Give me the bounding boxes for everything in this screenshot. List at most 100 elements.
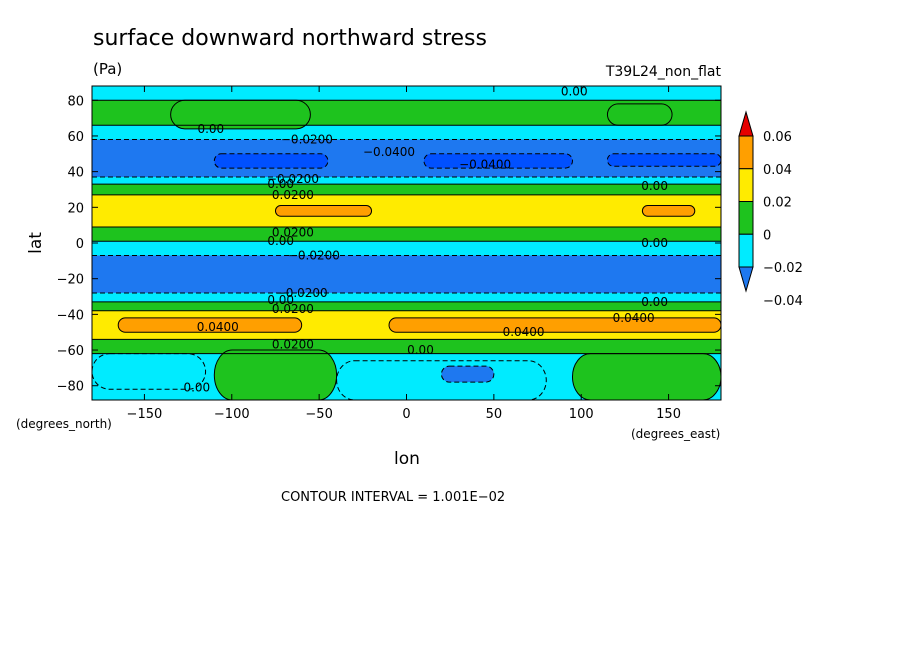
colorbar-label-2: 0.02 [763, 196, 792, 211]
x-tick-label-3: 0 [402, 407, 410, 422]
contour-label-20: 0.0200 [272, 338, 314, 352]
contour-label-8: 0.00 [641, 179, 668, 193]
colorbar-segment-3 [738, 233, 754, 268]
x-units-note: (degrees_east) [631, 427, 720, 441]
x-tick-label-0: −150 [127, 407, 163, 422]
patch-5 [275, 205, 372, 217]
patch-outline-1 [606, 103, 673, 126]
contour-label-15: 0.0200 [272, 302, 314, 316]
patch-outline-5 [274, 205, 373, 217]
model-label: T39L24_non_flat [605, 64, 722, 80]
y-tick-label-0: 80 [67, 94, 84, 109]
contour-interval: CONTOUR INTERVAL = 1.001E−02 [281, 490, 505, 505]
x-axis: −150 −100 −50 0 50 100 150 [127, 86, 681, 422]
y-tick-label-8: −80 [57, 380, 84, 395]
colorbar-segment-1 [738, 168, 754, 202]
contour-label-10: 0.00 [267, 234, 294, 248]
patch-9 [92, 353, 206, 390]
y-tick-label-7: −60 [57, 344, 84, 359]
colorbar: 0.06 0.04 0.02 0 −0.02 −0.04 [738, 110, 803, 309]
band-9 [92, 255, 721, 293]
colorbar-label-4: −0.02 [763, 261, 803, 276]
y-tick-label-4: 0 [76, 237, 84, 252]
contour-label-7: 0.0200 [272, 188, 314, 202]
colorbar-label-1: 0.04 [763, 163, 792, 178]
patch-0 [170, 100, 311, 129]
colorbar-label-0: 0.06 [763, 130, 792, 145]
patch-11 [336, 360, 547, 400]
contour-label-16: 0.00 [641, 295, 668, 309]
patch-13 [572, 353, 721, 400]
contour-label-4: −0.0400 [459, 158, 511, 172]
band-5 [92, 184, 721, 195]
y-axis-label: lat [26, 232, 46, 254]
contour-label-19: 0.0400 [503, 325, 545, 339]
y-tick-label-5: −20 [57, 273, 84, 288]
y-units-note: (degrees_north) [16, 417, 112, 431]
contour-lines [92, 99, 721, 400]
patch-1 [607, 103, 673, 126]
contour-label-11: 0.00 [641, 236, 668, 250]
patch-outline-6 [641, 205, 696, 217]
band-8 [92, 241, 721, 256]
contour-label-3: −0.0400 [363, 145, 415, 159]
patch-outline-2 [213, 153, 329, 169]
x-tick-label-4: 50 [486, 407, 503, 422]
contour-label-13: −0.0200 [276, 286, 328, 300]
patch-outline-9 [92, 353, 207, 390]
band-7 [92, 226, 721, 242]
contour-label-12: −0.0200 [288, 248, 340, 262]
plot-area: 0.000.00−0.0200−0.0400−0.04000.00−0.0200… [91, 84, 722, 401]
patch-outline-3 [423, 153, 573, 169]
units-label: (Pa) [93, 60, 122, 78]
contour-label-9: 0.0200 [272, 225, 314, 239]
band-10 [92, 292, 721, 302]
band-6 [92, 194, 721, 227]
x-axis-label: lon [394, 449, 420, 469]
patch-outline-8 [388, 317, 721, 333]
patch-outline-4 [606, 153, 721, 167]
patch-7 [118, 317, 302, 333]
x-tick-label-6: 150 [656, 407, 681, 422]
patch-outline-7 [117, 317, 303, 333]
x-tick-label-1: −100 [214, 407, 250, 422]
contour-label-17: 0.0400 [613, 311, 655, 325]
colorbar-extend-top [738, 110, 754, 137]
patch-8 [389, 317, 721, 333]
band-11 [92, 301, 721, 311]
y-tick-label-1: 60 [67, 130, 84, 145]
patch-4 [607, 153, 721, 167]
x-tick-label-2: −50 [305, 407, 332, 422]
y-tick-label-3: 20 [67, 201, 84, 216]
contour-labels: 0.000.00−0.0200−0.0400−0.04000.00−0.0200… [183, 84, 667, 394]
patch-outline-11 [336, 360, 547, 400]
y-axis: 80 60 40 20 0 −20 −40 −60 −80 [57, 94, 721, 395]
y-tick-label-2: 40 [67, 166, 84, 181]
band-0 [92, 86, 721, 101]
colorbar-segment-2 [738, 201, 754, 235]
patch-outline-0 [170, 99, 311, 130]
contour-label-18: 0.0400 [197, 320, 239, 334]
contour-label-5: 0.00 [267, 177, 294, 191]
patch-3 [423, 153, 573, 169]
contour-label-14: 0.00 [267, 293, 294, 307]
colorbar-label-3: 0 [763, 228, 771, 243]
patch-outline-12 [440, 365, 495, 383]
chart-title: surface downward northward stress [93, 26, 487, 51]
patch-2 [214, 153, 328, 169]
patch-10 [214, 350, 337, 400]
patch-6 [642, 205, 695, 217]
y-tick-label-6: −40 [57, 308, 84, 323]
colorbar-label-5: −0.04 [763, 294, 803, 309]
contour-label-6: −0.0200 [267, 172, 319, 186]
contour-label-21: 0.00 [407, 343, 434, 357]
colorbar-extend-bottom [738, 266, 754, 293]
band-4 [92, 176, 721, 185]
x-tick-label-5: 100 [569, 407, 594, 422]
contour-label-22: 0.00 [183, 381, 210, 395]
colorbar-segment-0 [738, 135, 754, 170]
contour-label-1: 0.00 [197, 122, 224, 136]
contour-label-2: −0.0200 [281, 133, 333, 147]
patch-12 [441, 366, 494, 383]
